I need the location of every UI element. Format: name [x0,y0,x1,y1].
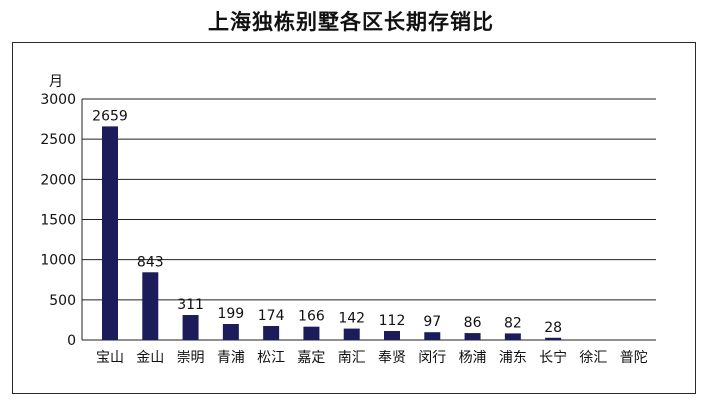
chart-frame [12,42,696,394]
x-tick-label: 宝山 [96,350,124,366]
bar [182,315,199,340]
x-tick-label: 杨浦 [459,350,487,366]
bar [263,326,280,340]
bar [222,324,239,340]
bar [343,328,360,340]
x-tick-label: 闵行 [418,350,446,366]
y-tick-label: 1500 [40,213,76,229]
x-axis: 宝山 金山 崇明 青浦 松江 嘉定 南汇 奉贤 闵行 杨浦 浦东 长宁 徐汇 普陀 [96,349,648,366]
bar [545,337,562,340]
data-label: 843 [137,254,164,270]
x-tick-label: 奉贤 [378,350,406,366]
x-tick-label: 徐汇 [579,350,607,366]
y-tick-label: 2500 [40,132,76,148]
bar [102,126,118,340]
data-label: 166 [298,309,325,325]
y-tick-label: 3000 [40,92,76,108]
bar [424,332,441,340]
data-label: 86 [464,315,482,331]
x-tick-label: 浦东 [499,350,527,366]
x-tick-label: 松江 [257,350,285,366]
bar [504,333,521,340]
x-tick-label: 嘉定 [297,350,325,366]
data-label: 199 [217,306,244,322]
bar [464,333,481,340]
data-label: 2659 [92,108,128,124]
y-axis-unit-label: 月 [49,74,63,90]
data-label: 311 [177,297,204,313]
y-tick-label: 0 [67,333,76,349]
x-tick-label: 南汇 [338,350,366,366]
bars [102,126,562,340]
data-labels: 2659 843 311 199 174 166 142 112 97 86 82 28 [92,108,562,335]
x-tick-label: 崇明 [177,350,205,366]
bar [142,272,159,340]
data-label: 142 [338,311,365,327]
data-label: 97 [423,314,441,330]
data-label: 82 [504,315,522,331]
gridlines [82,98,656,341]
x-tick-label: 金山 [136,350,164,366]
bar [384,331,400,340]
x-tick-label: 长宁 [539,349,567,366]
data-label: 28 [544,320,562,336]
y-tick-label: 500 [49,293,76,309]
x-tick-label: 青浦 [217,350,245,366]
x-tick-label: 普陀 [620,350,648,366]
chart-title: 上海独栋别墅各区长期存销比 [208,10,494,34]
data-label: 174 [258,308,285,324]
y-tick-label: 2000 [40,172,76,188]
y-axis: 0 500 1000 1500 2000 2500 3000 [40,92,83,349]
y-tick-label: 1000 [40,253,76,269]
data-label: 112 [379,313,406,329]
bar [303,326,320,340]
